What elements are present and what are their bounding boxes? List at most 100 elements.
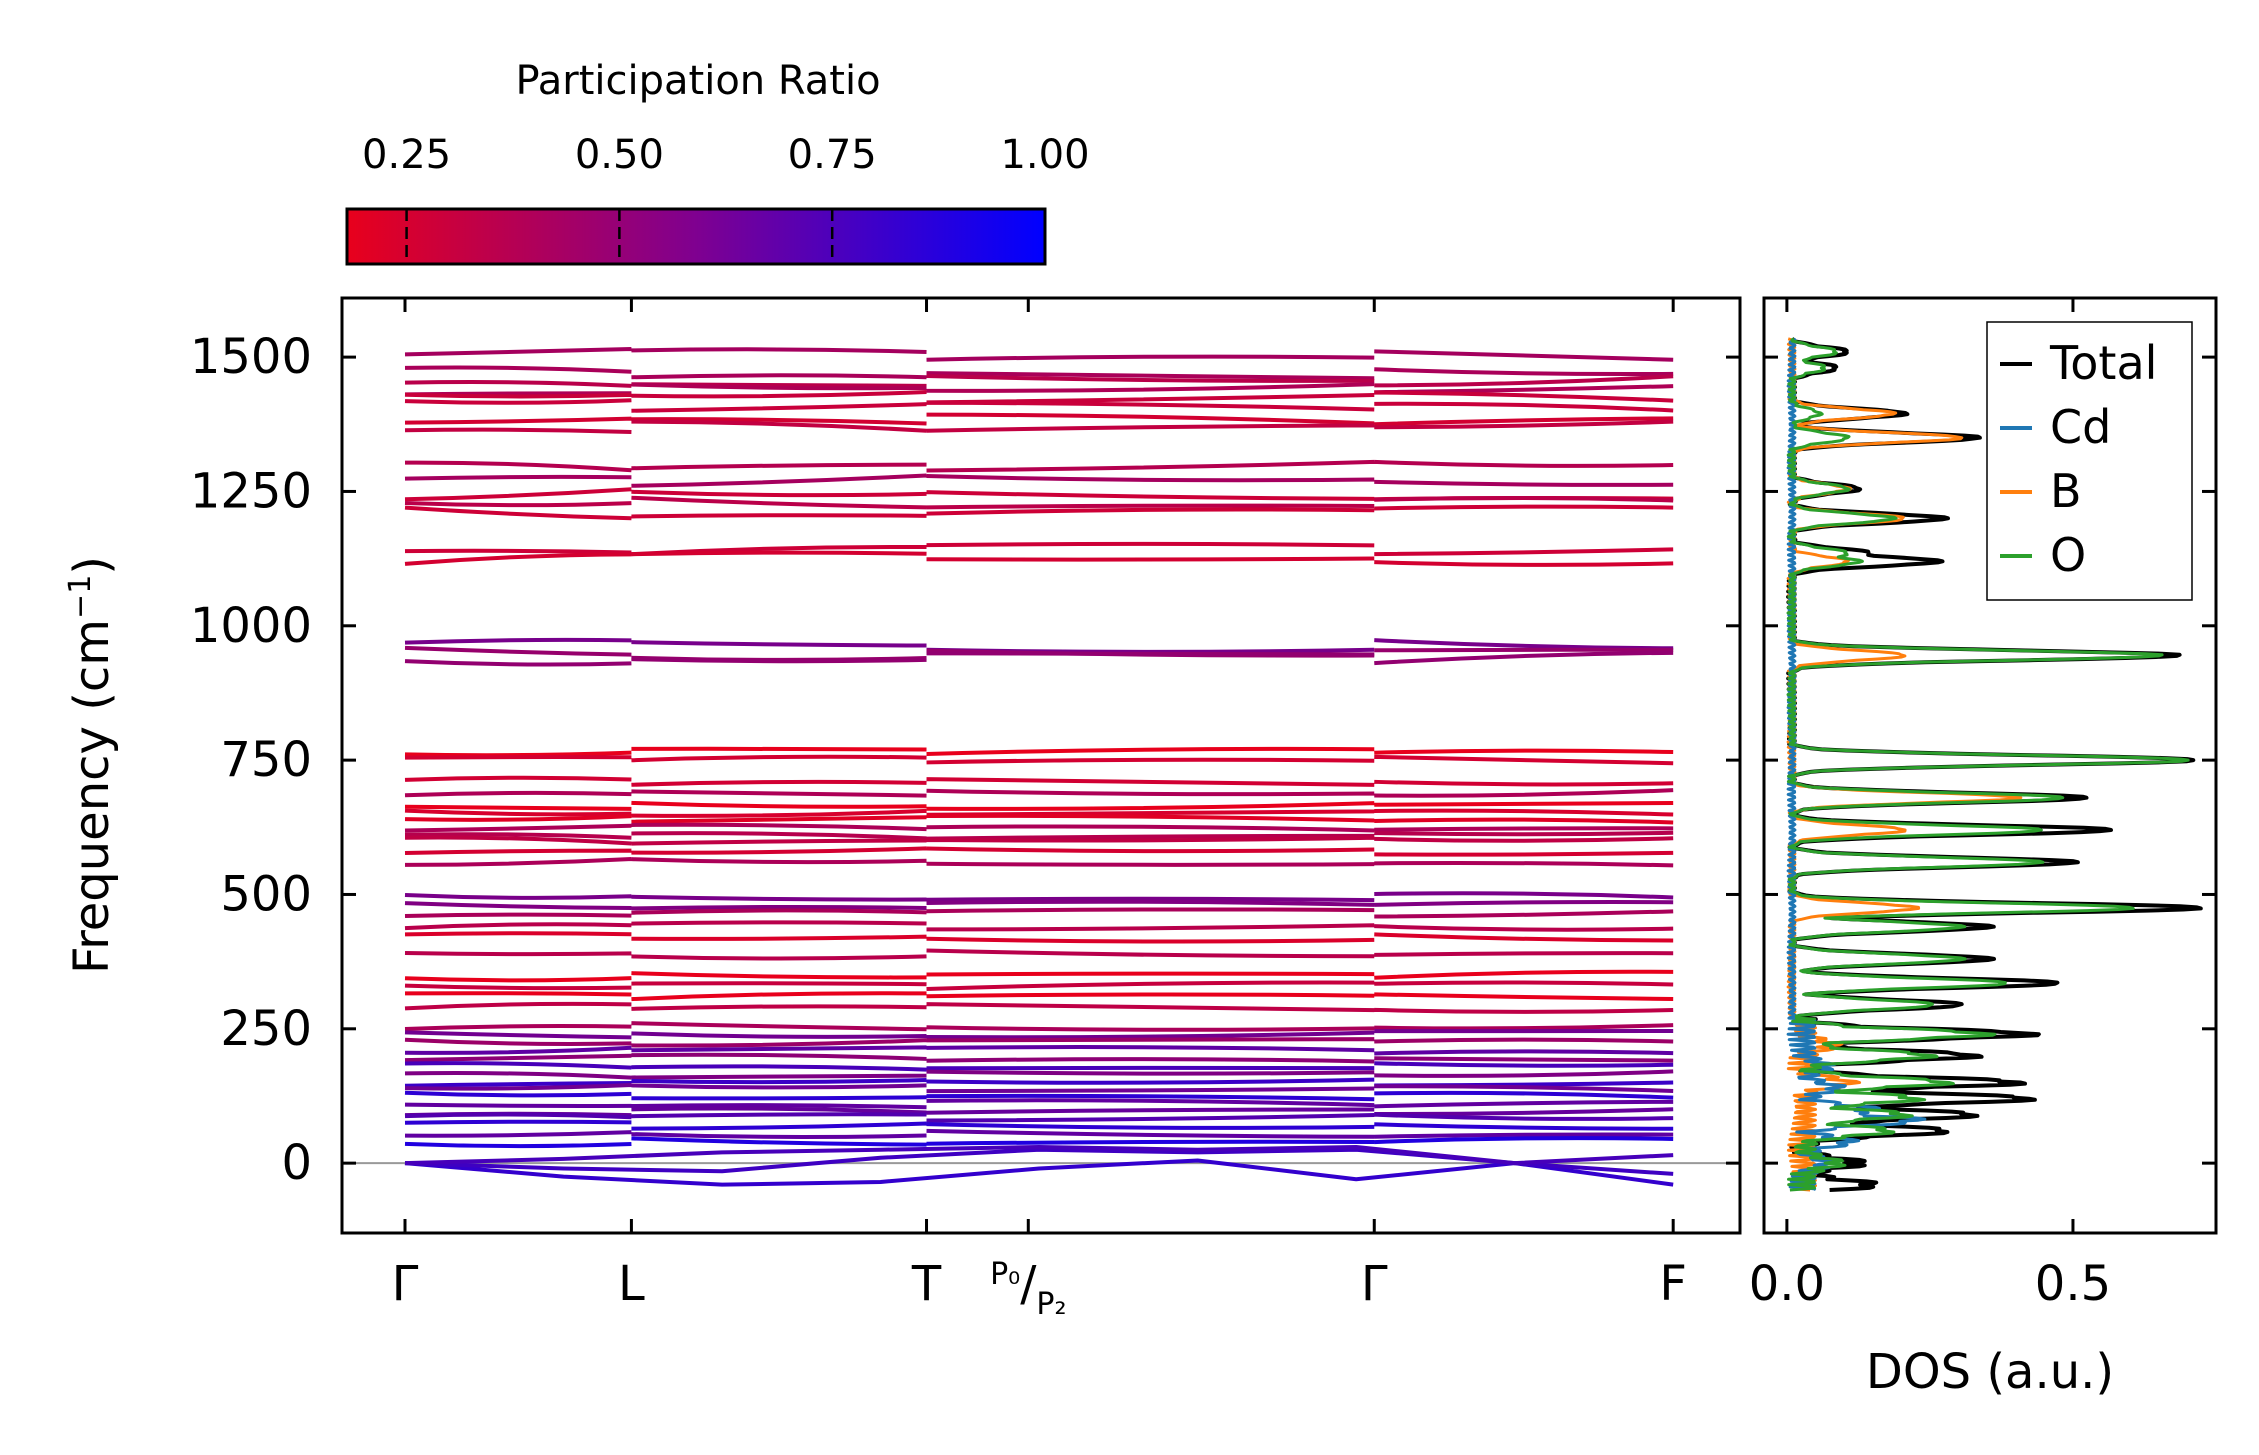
colorbar-tick-label: 0.25 (362, 132, 451, 178)
dos-legend: Total Cd BO (1986, 321, 2193, 601)
y-tick-label: 1000 (190, 598, 312, 654)
band-x-axis: Γ L T P₀/P₂ Γ F (392, 298, 1687, 1322)
phonon-band (404, 495, 1674, 510)
phonon-band (404, 650, 1674, 667)
phonon-band (404, 808, 1674, 818)
phonon-band (404, 899, 1674, 911)
phonon-band (404, 1119, 1674, 1131)
legend-label: O (2050, 528, 2086, 582)
phonon-band (404, 637, 1674, 654)
colorbar-tick-labels: 0.25 0.50 0.75 1.00 (362, 132, 1089, 178)
kpoint-label: Γ (392, 1256, 419, 1312)
band-frame (340, 296, 1742, 1235)
phonon-band (404, 373, 1674, 388)
dos-frame (1762, 296, 2218, 1235)
phonon-band (404, 459, 1674, 473)
phonon-band (404, 390, 1674, 405)
phonon-band (404, 857, 1674, 868)
kpoint-label: Γ (1361, 1256, 1388, 1312)
dos-x-tick-label: 0.5 (2035, 1256, 2111, 1312)
dos-x-axis-label: DOS (a.u.) (1866, 1344, 2114, 1400)
phonon-band (404, 412, 1674, 427)
y-tick-label: 750 (220, 732, 312, 788)
legend-label: Cd (2050, 400, 2111, 454)
y-tick-label: 1250 (190, 463, 312, 519)
dos-series-o (1786, 337, 2190, 1192)
phonon-band (404, 746, 1674, 758)
phonon-band (404, 1037, 1674, 1048)
phonon-band (404, 775, 1674, 787)
phonon-band (404, 891, 1674, 903)
band-lines (342, 347, 1740, 1187)
phonon-band (404, 1052, 1674, 1064)
kpoint-label-p0-p2: P₀/P₂ (990, 1256, 1066, 1322)
phonon-band (404, 835, 1674, 846)
phonon-band (404, 822, 1674, 833)
phonon-band (404, 754, 1674, 766)
dos-y-ticks (1764, 355, 2216, 1165)
phonon-band (404, 419, 1674, 435)
kpoint-label: L (618, 1256, 645, 1312)
phonon-band (404, 550, 1674, 567)
colorbar-tick-label: 0.50 (575, 132, 664, 178)
phonon-band (404, 1136, 1674, 1149)
dos-panel: 0.0 0.5 DOS (a.u.) Total Cd BO (1749, 296, 2218, 1400)
colorbar-tick-label: 1.00 (1000, 132, 1089, 178)
phonon-band (404, 1001, 1674, 1014)
dos-x-axis: 0.0 0.5 (1749, 298, 2111, 1312)
kpoint-label: T (911, 1256, 942, 1312)
phonon-band (404, 1077, 1674, 1088)
y-axis-label-close: ) (64, 556, 120, 575)
colorbar-gradient (345, 207, 1047, 266)
phonon-band (404, 382, 1674, 397)
y-tick-label: 250 (220, 1001, 312, 1057)
phonon-band (404, 1061, 1674, 1072)
phonon-band (404, 948, 1674, 961)
y-tick-label: 500 (220, 866, 312, 922)
phonon-band (404, 347, 1674, 362)
phonon-band (404, 365, 1674, 381)
colorbar-title: Participation Ratio (515, 58, 880, 104)
acoustic-branch (404, 1145, 1674, 1166)
phonon-band (404, 1069, 1674, 1080)
phonon-band (404, 830, 1674, 841)
phonon-band (404, 1028, 1674, 1040)
phonon-band (404, 1098, 1674, 1110)
phonon-band (404, 541, 1674, 557)
legend-frame (1986, 321, 2193, 601)
y-axis-label-exponent: −1 (63, 575, 98, 619)
phonon-band (404, 920, 1674, 932)
y-tick-label: 1500 (190, 329, 312, 385)
phonon-band (404, 931, 1674, 944)
phonon-band (404, 1021, 1674, 1032)
dos-x-tick-label: 0.0 (1749, 1256, 1825, 1312)
phonon-band (404, 800, 1674, 811)
phonon-band (404, 980, 1674, 992)
phonon-band (404, 398, 1674, 413)
phonon-band (404, 1090, 1674, 1102)
phonon-band (404, 907, 1674, 919)
phonon-band (404, 813, 1674, 825)
legend-label: B (2050, 464, 2082, 518)
phonon-band (404, 1045, 1674, 1056)
colorbar-tick-label: 0.75 (788, 132, 877, 178)
y-axis-label: Frequency (cm−1) (63, 556, 120, 974)
phonon-band (404, 846, 1674, 857)
phonon-band (404, 504, 1674, 521)
phonon-band (404, 1112, 1674, 1123)
y-tick-label: 0 (281, 1135, 312, 1191)
dos-series-cd (1786, 337, 1927, 1191)
colorbar: Participation Ratio 0.25 0.50 0.75 1.00 (345, 58, 1090, 266)
phonon-band (404, 1082, 1674, 1094)
phonon-band (404, 473, 1674, 488)
phonon-band (404, 991, 1674, 1002)
y-axis-label-main: Frequency (cm (64, 619, 120, 974)
kpoint-label: F (1659, 1256, 1687, 1312)
phonon-band (404, 788, 1674, 798)
acoustic-branch (404, 1158, 1674, 1187)
legend-label: Total (2049, 336, 2157, 390)
band-y-axis: 0 250 500 750 1000 1250 1500 (190, 329, 1740, 1191)
phonon-band (404, 487, 1674, 502)
phonon-band (404, 1128, 1674, 1139)
